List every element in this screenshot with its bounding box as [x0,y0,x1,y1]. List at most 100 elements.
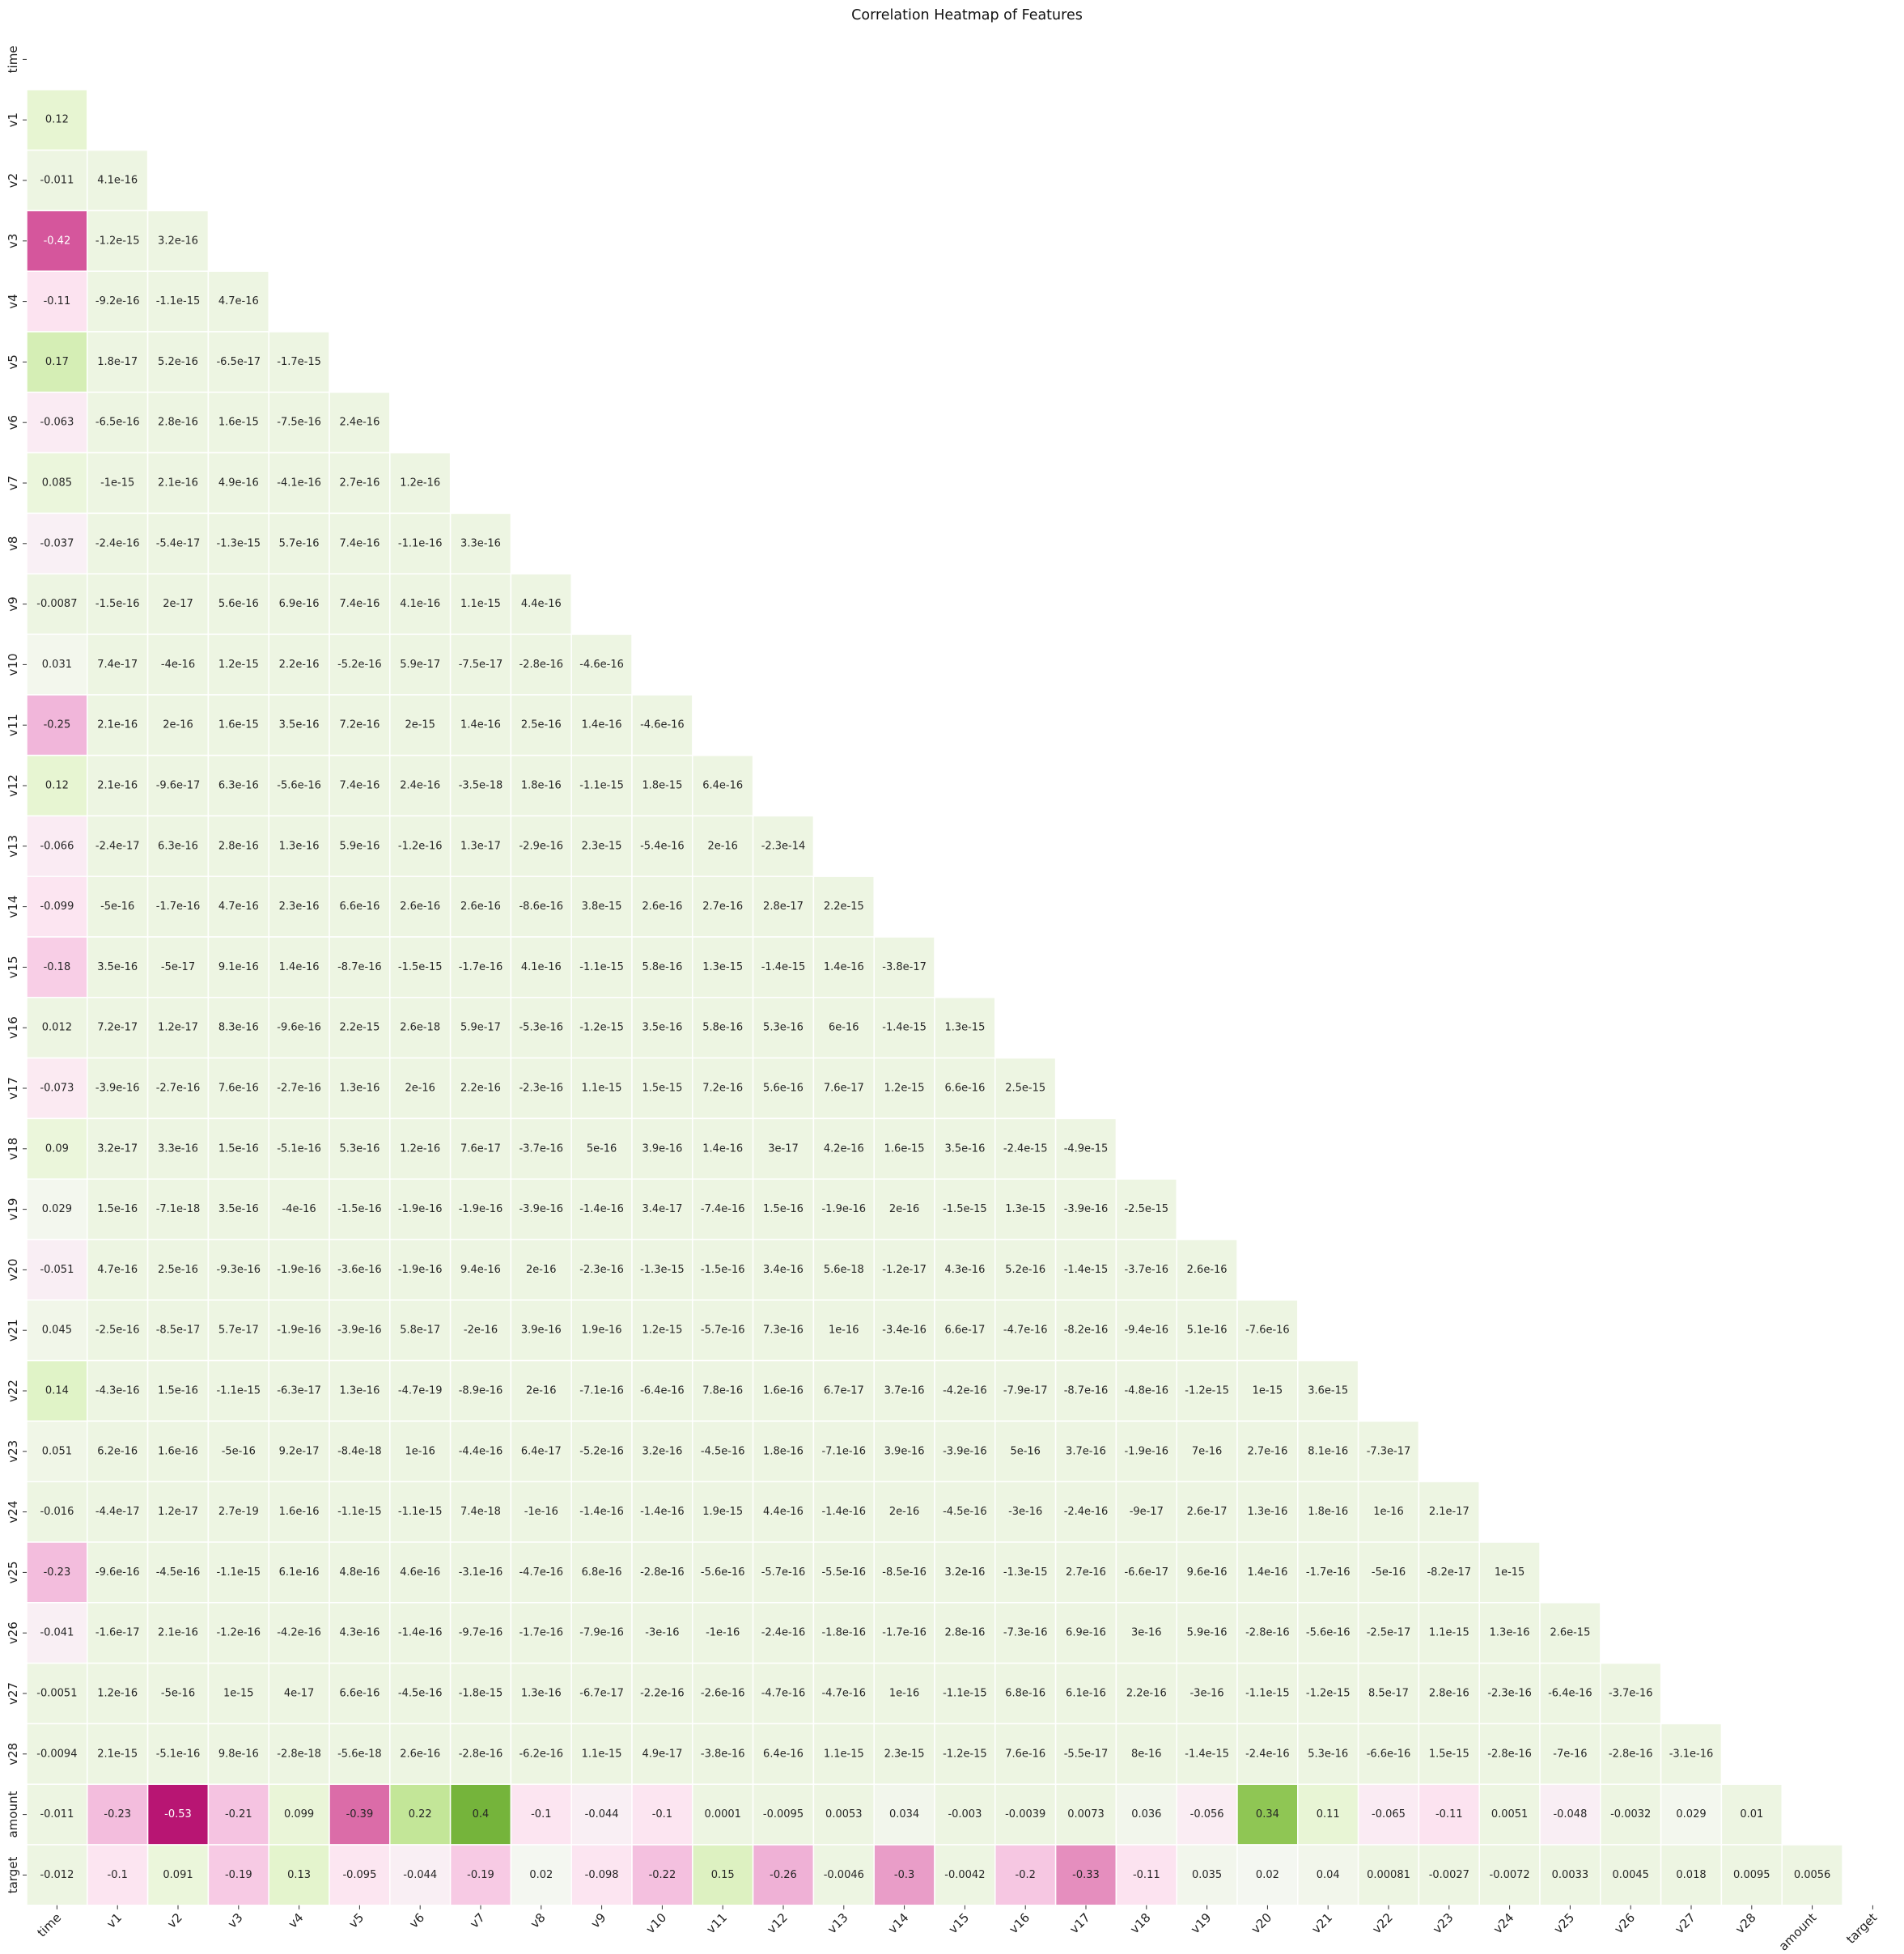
cell-label-v16-v14: -1.4e-15 [882,1022,927,1034]
cell-label-v15-v7: -1.7e-16 [459,961,503,973]
heatmap-cell-v23-v12 [752,1420,815,1482]
cell-label-v6-time: -0.063 [40,417,74,429]
heatmap-cell-v16-v10 [631,997,693,1059]
heatmap-cell-v24-v21 [1297,1481,1359,1543]
cell-label-v16-v11: 5.8e-16 [702,1022,743,1034]
cell-label-v5-v2: 5.2e-16 [158,356,198,368]
cell-label-v4-v2: -1.1e-15 [156,295,201,307]
cell-label-v28-v27: -3.1e-16 [1669,1748,1714,1760]
cell-label-v16-v4: -9.6e-16 [277,1022,321,1034]
cell-label-v24-v8: -1e-16 [524,1506,558,1518]
heatmap-cell-v28-v3 [207,1723,269,1785]
cell-label-v8-time: -0.037 [40,537,74,549]
heatmap-cell-v25-v9 [570,1541,633,1604]
heatmap-cell-target-v9 [570,1844,633,1906]
heatmap-cell-v25-v2 [146,1541,210,1604]
cell-label-amount-v11: 0.0001 [704,1808,741,1820]
heatmap-cell-v5-v1 [87,331,149,393]
heatmap-cell-v13-v4 [268,815,330,877]
cell-label-v26-v25: 2.6e-15 [1550,1627,1590,1639]
cell-label-v9-v8: 4.4e-16 [521,598,562,610]
heatmap-cell-amount-v25 [1539,1783,1601,1846]
cell-label-v28-v6: 2.6e-16 [400,1748,440,1760]
cell-label-v26-v24: 1.3e-16 [1490,1627,1530,1639]
cell-label-target-v21: 0.04 [1317,1869,1340,1881]
cell-label-v28-v17: -5.5e-17 [1064,1748,1109,1760]
heatmap-cell-v24-v22 [1357,1481,1420,1543]
cell-label-v25-v17: 2.7e-16 [1066,1566,1106,1579]
cell-label-v28-v5: -5.6e-18 [337,1748,382,1760]
heatmap-cell-v11-v5 [329,694,391,757]
cell-label-v18-v1: 3.2e-17 [97,1142,138,1155]
heatmap-cell-v25-v14 [873,1541,935,1604]
heatmap-cell-v23-v7 [449,1420,512,1482]
heatmap-cell-v22-v20 [1236,1359,1299,1422]
cell-label-v27-v10: -2.2e-16 [640,1688,685,1700]
cell-label-v23-v20: 2.7e-16 [1247,1445,1287,1457]
heatmap-cell-v21-v17 [1054,1299,1117,1362]
cell-label-amount-v3: -0.21 [225,1808,252,1820]
cell-label-v26-v15: 2.8e-16 [944,1627,985,1639]
cell-label-amount-v23: -0.11 [1435,1808,1463,1820]
heatmap-cell-v13-v2 [146,815,210,877]
cell-label-v17-time: -0.073 [40,1083,74,1095]
heatmap-cell-v13-v12 [752,815,815,877]
y-tick-label-v19: v19 [6,1198,20,1221]
cell-label-v20-v5: -3.6e-16 [337,1264,382,1276]
cell-label-v12-v3: 6.3e-16 [218,780,259,792]
cell-label-v16-v6: 2.6e-18 [400,1022,440,1034]
x-tick-label-v1: v1 [104,1910,125,1931]
heatmap-cells: 0.12 -0.011 4.1e-16 -0.42 -1.2e-15 3.2e-16 -0.… [26,89,1843,1906]
cell-label-v25-v4: 6.1e-16 [279,1566,320,1579]
y-tick-label-v16: v16 [6,1016,20,1039]
heatmap-cell-v17-v12 [752,1057,815,1120]
heatmap-cell-v23-v3 [207,1420,269,1482]
heatmap-cell-amount-v4 [268,1783,330,1846]
cell-label-v24-v21: 1.8e-16 [1308,1506,1348,1518]
cell-label-v20-v13: 5.6e-18 [824,1264,864,1276]
heatmap-cell-amount-v19 [1176,1783,1238,1846]
cell-label-v15-v3: 9.1e-16 [218,961,259,973]
heatmap-cell-v27-v3 [207,1662,269,1725]
cell-label-target-v1: -0.1 [108,1869,128,1881]
cell-label-v24-v11: 1.9e-15 [702,1506,743,1518]
y-tick-label-v11: v11 [6,714,20,736]
heatmap-cell-v26-v10 [631,1602,693,1664]
cell-label-amount-v28: 0.01 [1740,1808,1763,1820]
x-tick-label-v7: v7 [467,1910,488,1931]
heatmap-cell-v15-v13 [812,936,875,998]
heatmap-cell-v16-v14 [873,997,935,1059]
heatmap-cell-v28-v13 [812,1723,875,1785]
heatmap-cell-amount-v11 [692,1783,754,1846]
cell-label-v6-v3: 1.6e-15 [218,417,259,429]
cell-label-v20-v19: 2.6e-16 [1187,1264,1228,1276]
cell-label-amount-v21: 0.11 [1317,1808,1340,1820]
heatmap-cell-v16-v6 [389,997,452,1059]
heatmap-cell-v16-v13 [812,997,875,1059]
heatmap-cell-v17-v6 [389,1057,452,1120]
cell-label-v21-v6: 5.8e-17 [400,1325,440,1337]
heatmap-cell-v23-v4 [268,1420,330,1482]
x-tick-label-v13: v13 [825,1910,851,1937]
heatmap-cell-v23-v6 [389,1420,452,1482]
heatmap-cell-v26-v25 [1539,1602,1601,1664]
cell-label-v19-v9: -1.4e-16 [579,1203,624,1215]
cell-label-v27-v4: 4e-17 [284,1688,315,1700]
heatmap-cell-v19-v1 [87,1178,149,1240]
heatmap-cell-v28-v22 [1357,1723,1420,1785]
x-tick-label-v17: v17 [1066,1910,1093,1937]
heatmap-cell-v10-v4 [268,634,330,696]
cell-label-target-v19: 0.035 [1192,1869,1222,1881]
cell-label-amount-v13: 0.0053 [825,1808,863,1820]
heatmap-cell-v28-v20 [1236,1723,1299,1785]
cell-label-v16-time: 0.012 [42,1022,72,1034]
heatmap-cell-v23-v9 [570,1420,633,1482]
cell-label-target-v9: -0.098 [585,1869,619,1881]
cell-label-v9-v7: 1.1e-15 [460,598,501,610]
heatmap-cell-v27-v5 [329,1662,391,1725]
cell-label-v18-v13: 4.2e-16 [824,1142,864,1155]
heatmap-cell-v26-v3 [207,1602,269,1664]
cell-label-v22-v13: 6.7e-17 [824,1385,864,1397]
cell-label-v19-v3: 3.5e-16 [218,1203,259,1215]
